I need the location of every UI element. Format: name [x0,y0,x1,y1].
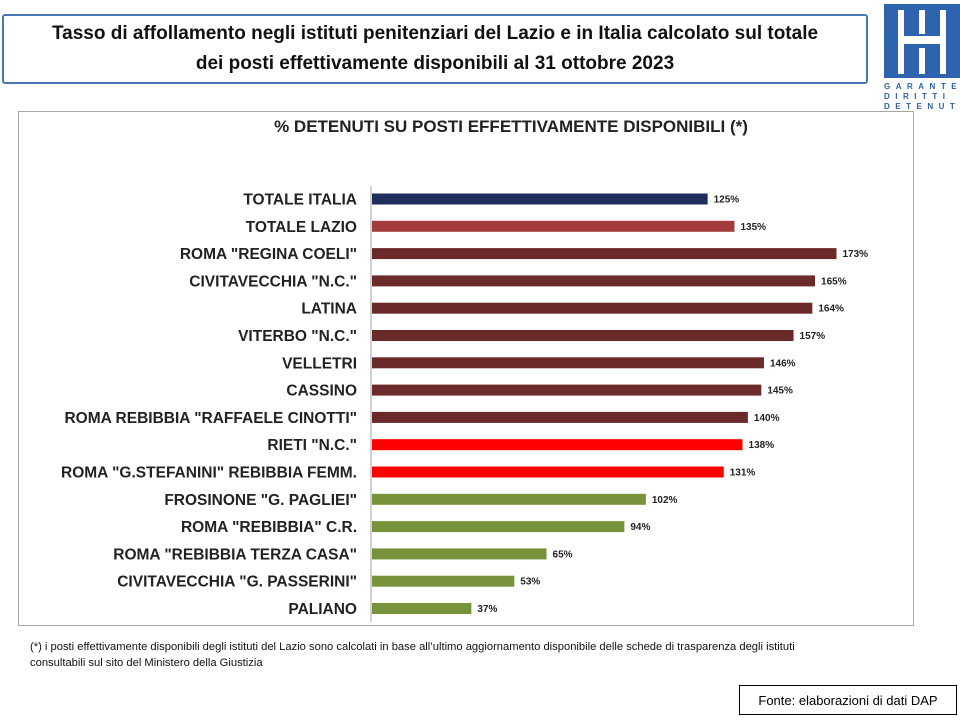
category-label: VELLETRI [282,355,357,372]
value-label: 138% [749,440,775,451]
category-label: VITERBO "N.C." [238,328,357,345]
garante-logo: GARANTE DIRITTI DETENUTI [880,4,960,111]
value-label: 102% [652,495,678,506]
logo-text-line-3: DETENUTI [884,102,960,111]
logo-text-line-1: GARANTE [884,82,960,91]
value-label: 157% [800,331,826,342]
bar [372,466,724,478]
bar [372,275,816,287]
title-line-1: Tasso di affollamento negli istituti pen… [51,23,819,44]
value-label: 146% [770,358,796,369]
bar [372,330,794,341]
value-label: 94% [630,522,650,533]
category-label: ROMA REBIBBIA "RAFFAELE CINOTTI" [64,410,357,427]
category-label: ROMA "REBIBBIA TERZA CASA" [113,546,357,563]
bar [372,357,765,369]
bar [372,384,762,396]
category-label: TOTALE LAZIO [246,219,357,236]
value-label: 165% [821,276,847,287]
title-box: Tasso di affollamento negli istituti pen… [2,14,868,84]
bar [372,439,743,451]
category-label: CIVITAVECCHIA "G. PASSERINI" [117,574,357,591]
garante-logo-icon [884,4,960,78]
category-label: TOTALE ITALIA [243,192,357,209]
footnote-line-1: (*) i posti effettivamente disponibili d… [30,641,795,653]
value-label: 145% [767,386,793,397]
bar [372,193,708,205]
value-label: 135% [740,222,766,233]
category-label: ROMA "REBIBBIA" C.R. [181,519,357,536]
bar [372,493,646,505]
title-line-2: dei posti effettivamente disponibili al … [195,53,675,74]
chart-title: % DETENUTI SU POSTI EFFETTIVAMENTE DISPO… [274,117,748,136]
value-label: 173% [843,249,869,260]
category-label: LATINA [301,301,357,318]
value-label: 53% [520,577,540,588]
page-title: Tasso di affollamento negli istituti pen… [38,19,832,79]
bar [372,411,748,423]
bar [372,575,515,587]
bar [372,603,472,614]
logo-text-line-2: DIRITTI [884,92,951,101]
bar [372,521,625,533]
footnote: (*) i posti effettivamente disponibili d… [30,639,930,671]
value-label: 125% [714,195,740,206]
category-label: ROMA "G.STEFANINI" REBIBBIA FEMM. [61,465,357,482]
value-label: 37% [477,604,497,615]
footnote-line-2: consultabili sul sito del Ministero dell… [30,657,263,669]
category-label: FROSINONE "G. PAGLIEI" [164,492,357,509]
value-label: 164% [818,304,844,315]
source-box: Fonte: elaborazioni di dati DAP [739,685,957,715]
category-label: PALIANO [288,601,357,618]
bar [372,302,813,314]
value-label: 65% [553,549,573,560]
value-label: 131% [730,468,756,479]
bar [372,220,735,232]
source-text: Fonte: elaborazioni di dati DAP [758,692,938,708]
value-label: 140% [754,413,780,424]
category-label: RIETI "N.C." [267,437,357,454]
category-label: CIVITAVECCHIA "N.C." [189,273,357,290]
bar [372,248,837,260]
bar [372,548,547,560]
category-label: ROMA "REGINA COELI" [180,246,357,263]
category-label: CASSINO [286,383,357,400]
